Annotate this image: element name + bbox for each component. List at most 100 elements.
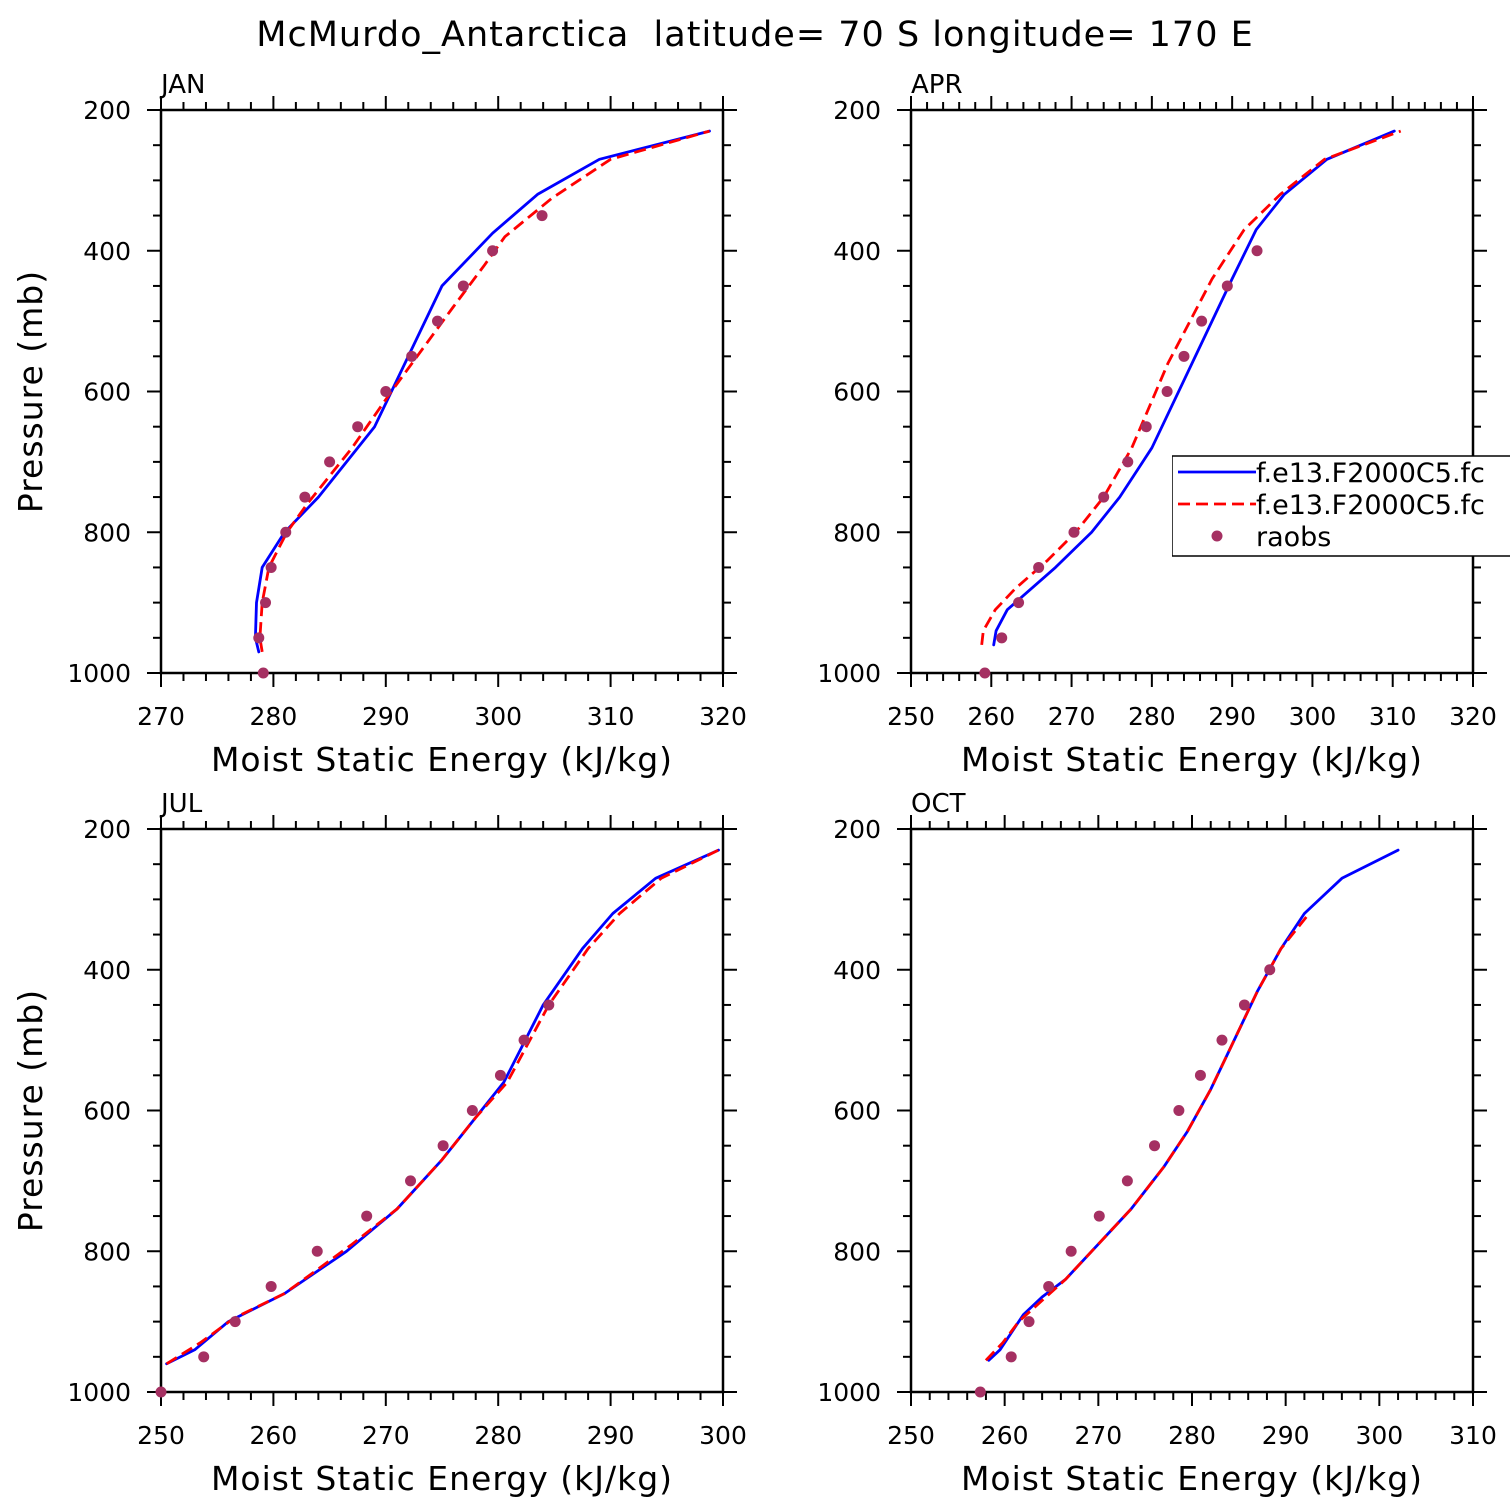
chart-panel-oct: 250 260 270 280 290 300 310 200 400 600 800 1000 OCT… xyxy=(817,789,1496,1498)
chart-jan-raobs-point xyxy=(324,456,336,468)
chart-oct-raobs-point xyxy=(1264,964,1276,976)
chart-jul-ylabel: Pressure (mb) xyxy=(11,989,50,1232)
chart-jan-raobs-point xyxy=(487,245,499,257)
chart-apr-raobs-point xyxy=(1161,386,1173,397)
chart-oct-xtick-label: 260 xyxy=(981,1421,1029,1450)
chart-jan-series-red-dashed xyxy=(258,129,710,653)
chart-jul-series-red-dashed xyxy=(165,848,720,1365)
chart-jul-raobs-point xyxy=(518,1034,530,1046)
chart-oct-xlabel: Moist Static Energy (kJ/kg) xyxy=(961,1459,1423,1498)
chart-apr-raobs-point xyxy=(1140,421,1152,433)
chart-jan-ytick-label: 400 xyxy=(83,237,131,266)
chart-apr-xtick-label: 260 xyxy=(967,702,1015,731)
chart-apr-xtick-label: 310 xyxy=(1369,702,1417,731)
chart-jan-xtick-label: 300 xyxy=(474,702,522,731)
chart-jul-raobs-point xyxy=(361,1210,373,1222)
chart-jul-ytick-label: 400 xyxy=(83,956,131,985)
chart-oct-ytick-label: 1000 xyxy=(817,1378,881,1407)
chart-oct-raobs-point xyxy=(974,1386,986,1398)
chart-panel-jul: 250 260 270 280 290 300 200 400 600 800 1000 JUL Moi… xyxy=(11,789,747,1498)
chart-oct-series-red-dashed xyxy=(984,912,1311,1362)
chart-apr-raobs-point xyxy=(1196,315,1208,327)
chart-jul-series-blue-solid xyxy=(165,848,720,1366)
chart-apr-raobs-point xyxy=(1122,456,1134,468)
chart-jul-ytick-label: 600 xyxy=(83,1097,131,1126)
chart-jul-ytick-label: 200 xyxy=(83,815,131,844)
chart-oct-frame xyxy=(909,827,1475,1394)
chart-jul-raobs-point xyxy=(311,1245,323,1257)
chart-jul-xtick-label: 260 xyxy=(250,1421,298,1450)
chart-apr-xtick-label: 250 xyxy=(887,702,935,731)
chart-apr-xtick-label: 320 xyxy=(1449,702,1497,731)
chart-apr-xtick-label: 290 xyxy=(1208,702,1256,731)
chart-oct-ytick-label: 600 xyxy=(833,1097,881,1126)
panels: 270 280 290 300 310 320 200 400 600 800 1000 JAN Moi… xyxy=(11,70,1497,1498)
chart-jan-raobs-point xyxy=(260,597,272,609)
chart-jan-raobs-point xyxy=(265,561,277,573)
chart-apr-xtick-label: 300 xyxy=(1289,702,1337,731)
chart-jan-xtick-label: 310 xyxy=(587,702,635,731)
chart-jul-title: JUL xyxy=(159,789,203,819)
chart-apr-raobs-point xyxy=(979,667,991,679)
chart-oct-raobs-point xyxy=(1238,999,1250,1011)
chart-jul-xtick-label: 280 xyxy=(474,1421,522,1450)
chart-jul-raobs-point xyxy=(494,1069,506,1081)
chart-apr-raobs-point xyxy=(1221,280,1233,292)
chart-oct-raobs-point xyxy=(1023,1316,1035,1328)
chart-jan-raobs-point xyxy=(432,315,444,327)
chart-jan-raobs-point xyxy=(406,350,418,362)
chart-jan-ytick-label: 1000 xyxy=(67,659,131,688)
chart-oct-xtick-label: 270 xyxy=(1074,1421,1122,1450)
chart-oct-raobs-point xyxy=(1149,1140,1161,1152)
chart-oct-raobs-point xyxy=(1216,1034,1228,1046)
chart-jul-ytick-label: 1000 xyxy=(67,1378,131,1407)
chart-apr-raobs-point xyxy=(996,632,1008,644)
chart-jan-raobs-point xyxy=(257,667,269,679)
chart-apr-ytick-label: 400 xyxy=(833,237,881,266)
chart-jan-xtick-label: 270 xyxy=(137,702,185,731)
chart-oct-xtick-label: 300 xyxy=(1355,1421,1403,1450)
chart-oct-ytick-label: 200 xyxy=(833,815,881,844)
chart-jan-xlabel: Moist Static Energy (kJ/kg) xyxy=(211,740,673,779)
legend-marker-raobs xyxy=(1211,530,1223,542)
chart-apr-series-red-dashed xyxy=(980,129,1402,646)
chart-apr-title: APR xyxy=(911,70,963,100)
chart-apr-xlabel: Moist Static Energy (kJ/kg) xyxy=(961,740,1423,779)
chart-jan-raobs-point xyxy=(280,526,292,538)
chart-jul-raobs-point xyxy=(437,1140,449,1152)
chart-oct-raobs-point xyxy=(1173,1105,1185,1116)
chart-oct-raobs-point xyxy=(1065,1245,1077,1257)
chart-jul-xtick-label: 300 xyxy=(699,1421,747,1450)
chart-apr-xtick-label: 270 xyxy=(1048,702,1096,731)
chart-apr-ytick-label: 800 xyxy=(833,518,881,547)
chart-jul-xlabel: Moist Static Energy (kJ/kg) xyxy=(211,1459,673,1498)
chart-jan-ytick-label: 800 xyxy=(83,518,131,547)
chart-jul-raobs-point xyxy=(155,1386,167,1398)
chart-oct-raobs-point xyxy=(1093,1210,1105,1222)
chart-apr-raobs-point xyxy=(1033,561,1045,573)
chart-jul-raobs-point xyxy=(543,999,555,1011)
chart-panel-apr: 250 260 270 280 290 300 310 320 200 400 600 800 1000… xyxy=(817,70,1496,779)
chart-jul-frame xyxy=(159,827,725,1394)
chart-jul-xtick-label: 270 xyxy=(362,1421,410,1450)
chart-apr-raobs-point xyxy=(1013,597,1025,609)
chart-oct-raobs-point xyxy=(1121,1175,1133,1187)
chart-jul-ytick-label: 800 xyxy=(83,1237,131,1266)
chart-jan-xtick-label: 290 xyxy=(362,702,410,731)
chart-apr-series-blue-solid xyxy=(992,129,1396,647)
chart-jan-ytick-label: 600 xyxy=(83,378,131,407)
figure-title: McMurdo_Antarctica latitude= 70 S longit… xyxy=(256,15,1253,55)
chart-apr-ytick-label: 200 xyxy=(833,96,881,125)
chart-jan-ytick-label: 200 xyxy=(83,96,131,125)
chart-jul-raobs-point xyxy=(265,1280,277,1292)
chart-jan-frame xyxy=(159,108,725,675)
legend-label-blue: f.e13.F2000C5.fc xyxy=(1256,458,1485,489)
chart-oct-xtick-label: 280 xyxy=(1168,1421,1216,1450)
chart-jan-raobs-point xyxy=(352,421,364,433)
chart-jul-raobs-point xyxy=(198,1351,210,1363)
chart-jan-xtick-label: 280 xyxy=(250,702,298,731)
chart-jul-xtick-label: 250 xyxy=(137,1421,185,1450)
chart-oct-ytick-label: 800 xyxy=(833,1237,881,1266)
chart-jan-title: JAN xyxy=(159,70,205,100)
